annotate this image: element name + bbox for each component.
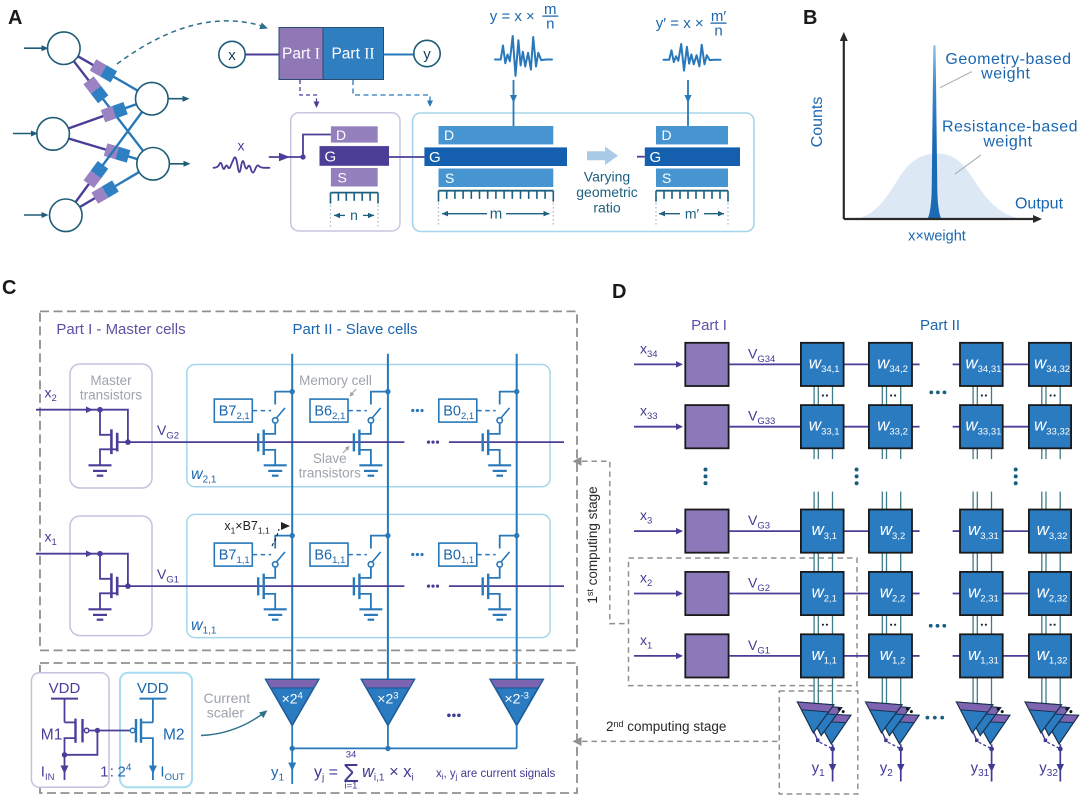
svg-text:B61,1: B61,1 — [314, 548, 345, 567]
svg-text:x34: x34 — [640, 340, 658, 360]
svg-text:D: D — [336, 127, 346, 143]
svg-text:C: C — [2, 277, 16, 299]
svg-text:x1: x1 — [640, 632, 652, 652]
svg-text:1st computing stage: 1st computing stage — [585, 486, 600, 603]
svg-text:n: n — [714, 23, 722, 40]
svg-text:B02,1: B02,1 — [443, 404, 474, 423]
svg-text:34: 34 — [346, 750, 357, 761]
svg-text:A: A — [8, 7, 22, 29]
svg-text:VDD: VDD — [49, 680, 81, 697]
svg-text:x×weight: x×weight — [908, 229, 966, 245]
svg-text:Counts: Counts — [809, 97, 826, 148]
svg-text:transistors: transistors — [80, 388, 143, 403]
svg-text:S: S — [662, 170, 671, 186]
svg-text:x2: x2 — [45, 385, 57, 405]
svg-text:x: x — [228, 47, 236, 64]
svg-text:×24: ×24 — [282, 690, 303, 706]
svg-text:Memory cell: Memory cell — [299, 373, 372, 388]
svg-text::: : — [110, 764, 114, 781]
svg-text:S: S — [445, 170, 454, 186]
svg-text:VG34: VG34 — [748, 345, 775, 365]
svg-text:IOUT: IOUT — [160, 764, 184, 784]
svg-text:Part II: Part II — [331, 46, 374, 63]
svg-text:weight: weight — [982, 134, 1032, 151]
svg-text:y32: y32 — [1039, 760, 1058, 780]
svg-text:y1: y1 — [812, 760, 826, 780]
svg-text:VG33: VG33 — [748, 408, 775, 428]
svg-text:Σ: Σ — [343, 758, 359, 788]
svg-text:m: m — [490, 205, 503, 222]
svg-text:Resistance-based: Resistance-based — [942, 119, 1078, 136]
svg-text:Current: Current — [203, 690, 250, 706]
svg-text:x1: x1 — [45, 529, 57, 549]
svg-text:Varying: Varying — [584, 169, 630, 185]
svg-text:y = x ×: y = x × — [490, 8, 535, 25]
svg-text:n: n — [350, 207, 358, 223]
svg-text:VG3: VG3 — [748, 512, 770, 532]
svg-text:x: x — [238, 138, 245, 154]
svg-text:D: D — [612, 281, 626, 303]
svg-text:B62,1: B62,1 — [314, 404, 345, 423]
svg-text:m′: m′ — [685, 205, 700, 221]
svg-text:S: S — [338, 170, 347, 186]
svg-text:x2: x2 — [640, 570, 652, 590]
svg-text:M1: M1 — [41, 727, 63, 744]
svg-text:Master: Master — [90, 373, 132, 388]
svg-text:y1: y1 — [271, 764, 285, 784]
svg-text:VG1: VG1 — [748, 637, 770, 657]
svg-text:VDD: VDD — [137, 680, 169, 697]
svg-text:Part II: Part II — [920, 317, 960, 334]
svg-text:B01,1: B01,1 — [443, 548, 474, 567]
svg-text:yj =: yj = — [314, 764, 338, 784]
svg-text:x1: x1 — [224, 519, 235, 536]
svg-text:IIN: IIN — [41, 764, 55, 784]
svg-text:x3: x3 — [640, 507, 652, 527]
svg-text:y2: y2 — [880, 760, 894, 780]
svg-text:wi,1 × xi: wi,1 × xi — [362, 763, 414, 784]
svg-text:transistors: transistors — [299, 466, 362, 481]
svg-text:D: D — [662, 127, 672, 143]
svg-text:Geometry-based: Geometry-based — [945, 51, 1071, 68]
svg-text:Part II - Slave cells: Part II - Slave cells — [292, 321, 417, 338]
svg-text:G: G — [429, 149, 441, 166]
svg-text:m′: m′ — [711, 8, 726, 25]
svg-text:Slave: Slave — [313, 451, 347, 466]
svg-text:x33: x33 — [640, 403, 658, 423]
svg-text:xi, yj are current signals: xi, yj are current signals — [436, 768, 555, 782]
svg-text:B71,1: B71,1 — [219, 548, 250, 567]
svg-text:1: 1 — [100, 764, 108, 781]
svg-text:Output: Output — [1015, 196, 1064, 213]
svg-text:2nd computing stage: 2nd computing stage — [606, 719, 726, 734]
svg-text:i=1: i=1 — [345, 781, 358, 792]
svg-text:M2: M2 — [163, 727, 185, 744]
svg-text:m: m — [544, 1, 557, 18]
svg-text:Part I: Part I — [282, 46, 320, 63]
svg-text:geometric: geometric — [576, 184, 637, 200]
svg-text:B72,1: B72,1 — [219, 404, 250, 423]
svg-text:ratio: ratio — [593, 200, 620, 216]
svg-text:×23: ×23 — [377, 690, 398, 706]
svg-text:G: G — [325, 148, 337, 165]
svg-text:VG1: VG1 — [157, 566, 179, 586]
svg-text:Part I: Part I — [691, 317, 727, 334]
svg-text:B: B — [803, 7, 817, 29]
svg-text:y′ = x ×: y′ = x × — [656, 15, 704, 32]
svg-text:Part I - Master cells: Part I - Master cells — [56, 321, 185, 338]
svg-text:×B71,1: ×B71,1 — [235, 519, 270, 536]
svg-text:y31: y31 — [971, 760, 990, 780]
svg-text:weight: weight — [980, 66, 1030, 83]
svg-text:G: G — [650, 149, 662, 166]
svg-text:n: n — [546, 16, 554, 33]
svg-text:y: y — [423, 46, 431, 63]
svg-text:scaler: scaler — [207, 705, 245, 721]
svg-text:VG2: VG2 — [748, 575, 770, 595]
svg-text:D: D — [444, 127, 454, 143]
svg-text:VG2: VG2 — [157, 422, 179, 442]
